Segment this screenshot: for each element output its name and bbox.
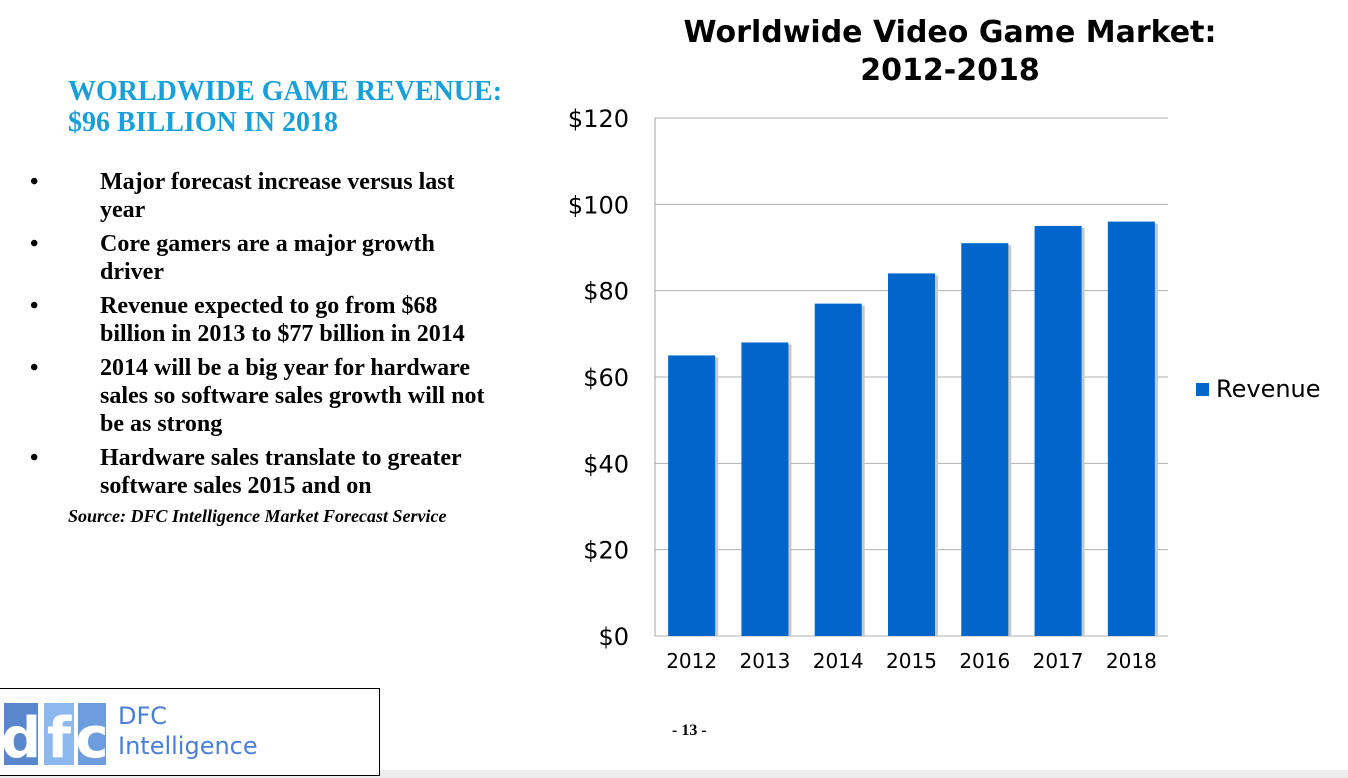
bar-2018 [1107, 221, 1155, 636]
y-tick-label: $60 [583, 364, 629, 392]
bullet-text: Major forecast increase versus last [100, 169, 455, 195]
bullet-dot: • [30, 293, 39, 319]
bullet-item: • Revenue expected to go from $68 billion … [30, 292, 540, 348]
x-tick-label: 2015 [886, 649, 937, 673]
bullet-text: Revenue expected to go from $68 [100, 293, 438, 319]
company-logo: d f c DFC Intelligence [0, 688, 380, 776]
slide-heading-line: WORLDWIDE GAME REVENUE: [68, 76, 503, 107]
chart-title-line: 2012-2018 [860, 53, 1040, 88]
x-tick-label: 2017 [1033, 649, 1084, 673]
bullet-text: year [100, 197, 146, 223]
bullet-dot: • [30, 355, 39, 381]
bullet-text: Hardware sales translate to greater [100, 445, 462, 471]
bar-2017 [1034, 225, 1082, 636]
bar-2014 [814, 303, 862, 636]
legend-label: Revenue [1216, 375, 1321, 403]
bar-2015 [888, 273, 935, 636]
bullet-dot: • [30, 231, 39, 257]
x-tick-label: 2018 [1106, 649, 1157, 673]
chart-title: Worldwide Video Game Market: 2012-2018 [600, 14, 1300, 90]
x-tick-label: 2016 [959, 649, 1010, 673]
logo-name-line2: Intelligence [118, 732, 258, 760]
y-tick-label: $120 [568, 105, 629, 133]
logo-mark-letter: d [1, 706, 41, 769]
bar-chart: $0 $20 $40 $60 $80 $100 $120 2012 2013 2014 2015 20… [568, 105, 1321, 673]
dfc-logo-icon: d f c [1, 703, 109, 769]
bullet-text: Core gamers are a major growth [100, 231, 435, 257]
bullet-item: • Major forecast increase versus last year [30, 168, 540, 224]
bullet-text: 2014 will be a big year for hardware [100, 355, 470, 381]
legend-swatch [1196, 383, 1209, 396]
x-tick-label: 2014 [813, 649, 864, 673]
bullet-text: be as strong [100, 411, 223, 437]
logo-mark-letter: f [47, 706, 72, 769]
x-tick-label: 2013 [739, 649, 790, 673]
bullet-text: driver [100, 259, 164, 285]
y-tick-label: $100 [568, 191, 629, 219]
source-note: Source: DFC Intelligence Market Forecast… [68, 506, 447, 526]
bar-2012 [668, 355, 716, 636]
bullet-text: software sales 2015 and on [100, 473, 372, 499]
bullet-dot: • [30, 169, 39, 195]
bar-2016 [961, 243, 1009, 636]
bottom-strip [0, 770, 1348, 778]
logo-name-line1: DFC [118, 702, 168, 730]
page-number: - 13 - [672, 722, 707, 739]
bullet-list: • Major forecast increase versus last year… [30, 168, 540, 506]
bullet-text: sales so software sales growth will not [100, 383, 485, 409]
chart-title-line: Worldwide Video Game Market: [683, 15, 1217, 50]
slide-heading-line: $96 BILLION IN 2018 [68, 107, 338, 138]
y-tick-label: $40 [583, 450, 629, 478]
bar-2013 [741, 342, 789, 636]
y-tick-label: $80 [583, 278, 629, 306]
logo-mark-letter: c [75, 706, 108, 769]
bullet-item: • Hardware sales translate to greater soft… [30, 444, 540, 500]
x-tick-label: 2012 [666, 649, 717, 673]
bullet-item: • Core gamers are a major growth driver [30, 230, 540, 286]
bullet-text: billion in 2013 to $77 billion in 2014 [100, 321, 465, 347]
y-tick-label: $20 [583, 537, 629, 565]
bullet-item: • 2014 will be a big year for hardware sal… [30, 354, 540, 438]
bullet-dot: • [30, 445, 39, 471]
y-tick-label: $0 [598, 623, 629, 651]
slide-heading: WORLDWIDE GAME REVENUE: $96 BILLION IN 2… [68, 76, 538, 138]
logo-wordmark: DFC Intelligence [118, 701, 258, 761]
